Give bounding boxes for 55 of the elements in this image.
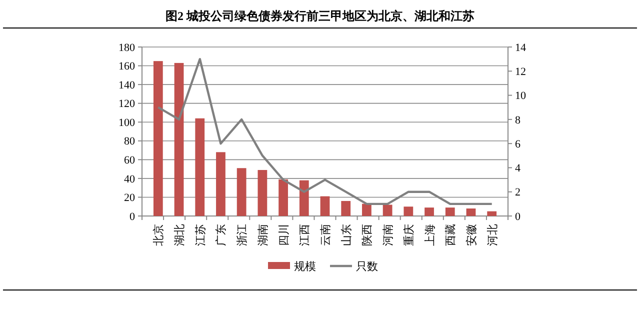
x-tick-label: 上海	[423, 224, 436, 246]
y2-tick-label: 8	[515, 114, 521, 126]
y2-tick-label: 14	[515, 42, 526, 54]
bar	[174, 62, 184, 216]
y-tick-label: 100	[118, 116, 136, 129]
x-tick-label: 西藏	[444, 224, 458, 246]
chart-title: 图2 城投公司绿色债券发行前三甲地区为北京、湖北和江苏	[166, 9, 474, 23]
bar	[258, 170, 268, 216]
bar	[278, 179, 288, 216]
x-tick-label: 广东	[214, 224, 228, 246]
y2-tick-label: 4	[515, 162, 521, 175]
bar	[341, 200, 351, 216]
bar	[382, 204, 392, 216]
y-tick-label: 60	[124, 154, 136, 167]
bar	[424, 208, 434, 216]
bar	[445, 208, 455, 216]
x-tick-label: 江苏	[194, 224, 207, 246]
y2-tick-label: 2	[515, 186, 520, 199]
bar	[466, 208, 476, 216]
bar	[236, 168, 246, 216]
y-tick-label: 180	[118, 42, 136, 54]
y-tick-label: 160	[118, 60, 136, 73]
legend-label: 只数	[356, 260, 378, 273]
bar	[195, 118, 205, 216]
x-tick-label: 山东	[340, 224, 353, 246]
y2-tick-label: 6	[515, 138, 521, 150]
y-tick-label: 20	[124, 192, 136, 204]
x-tick-label: 湖南	[256, 224, 270, 246]
bar	[487, 211, 497, 216]
x-tick-label: 河南	[382, 224, 395, 246]
x-tick-label: 浙江	[236, 224, 249, 246]
y-tick-label: 140	[118, 79, 136, 92]
bar	[216, 152, 226, 216]
bar	[299, 180, 309, 216]
y2-tick-label: 12	[515, 66, 526, 78]
x-tick-label: 河北	[486, 224, 499, 246]
bar	[404, 206, 414, 216]
x-tick-label: 湖北	[173, 224, 186, 246]
y-tick-label: 40	[124, 173, 136, 186]
legend-label: 规模	[294, 260, 316, 273]
bar	[153, 61, 163, 216]
y-tick-label: 120	[118, 98, 136, 110]
y-tick-label: 80	[124, 136, 136, 148]
x-tick-label: 安徽	[464, 224, 478, 246]
bar	[362, 204, 372, 216]
x-tick-label: 江西	[299, 224, 312, 246]
y2-tick-label: 10	[515, 90, 526, 102]
x-tick-label: 陕西	[362, 224, 374, 246]
x-tick-label: 四川	[277, 224, 290, 246]
x-tick-label: 重庆	[402, 224, 416, 246]
y-tick-label: 0	[130, 210, 136, 223]
y2-tick-label: 0	[515, 210, 521, 223]
bar	[320, 196, 330, 216]
x-tick-label: 云南	[319, 224, 332, 246]
x-tick-label: 北京	[152, 224, 166, 246]
